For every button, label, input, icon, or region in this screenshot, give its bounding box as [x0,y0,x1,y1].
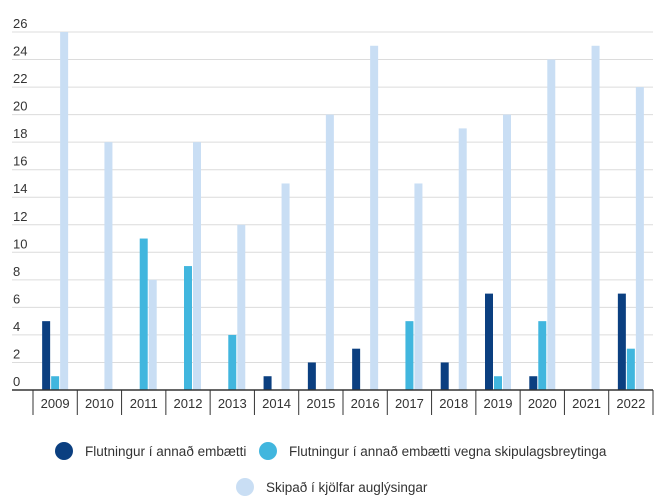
bar-series-3-2011 [148,279,157,390]
x-tick-label: 2022 [616,396,645,411]
bar-series-3-2016 [370,45,379,391]
bar-series-2-2013 [228,334,237,390]
y-tick-label: 14 [13,181,27,196]
x-tick-label: 2017 [395,396,424,411]
bar-series-2-2012 [184,266,192,390]
x-tick-label: 2010 [85,396,114,411]
x-axis: 2009 2010 2011 2012 2013 2014 2015 2016 2017 2018… [12,389,654,415]
legend-swatch-series-3 [236,478,254,496]
legend-label-series-2: Flutningur í annað embætti vegna skipula… [289,443,607,459]
bar-series-3-2020 [547,59,556,391]
x-tick-label: 2016 [351,396,380,411]
y-tick-label: 8 [13,264,20,279]
legend-swatch-series-2 [259,442,277,460]
x-tick-label: 2013 [218,396,247,411]
y-tick-label: 24 [13,44,27,59]
legend-label-series-3: Skipað í kjölfar auglýsingar [266,479,428,495]
y-tick-label: 26 [13,16,27,31]
y-tick-label: 18 [13,126,27,141]
bar-series-1-2015 [307,362,316,390]
y-tick-label: 16 [13,154,27,169]
legend-item-series-3: Skipað í kjölfar auglýsingar [236,478,427,496]
x-tick-label: 2014 [262,396,291,411]
bar-series-1-2019 [485,293,493,390]
bar-series-1-2009 [42,321,51,390]
bar-series-3-2019 [503,114,511,390]
legend-swatch-series-1 [55,442,73,460]
legend-item-series-1: Flutningur í annað embætti [55,442,246,460]
bar-series-1-2014 [263,376,272,390]
bar-series-3-2021 [591,45,600,391]
y-tick-label: 20 [13,99,27,114]
x-tick-label: 2011 [130,396,158,411]
x-tick-label: 2020 [528,396,557,411]
bars [42,32,644,391]
bar-series-2-2011 [139,238,148,390]
y-tick-label: 2 [13,346,20,361]
y-tick-label: 4 [13,319,20,334]
bar-series-1-2020 [529,376,538,390]
bar-series-1-2018 [440,362,449,390]
bar-series-3-2017 [414,183,423,390]
bar-series-1-2016 [352,348,361,390]
bar-series-2-2017 [405,321,414,390]
x-tick-label: 2009 [41,396,70,411]
legend-item-series-2: Flutningur í annað embætti vegna skipula… [259,442,606,460]
bar-series-2-2022 [626,348,635,390]
bar-series-3-2014 [281,183,290,390]
bar-series-2-2009 [51,376,60,390]
bar-series-3-2018 [458,128,467,390]
bar-series-3-2012 [193,142,201,390]
x-tick-label: 2015 [306,396,335,411]
y-tick-label: 6 [13,291,20,306]
bar-series-2-2019 [494,376,502,390]
x-tick-label: 2019 [484,396,513,411]
x-tick-label: 2012 [174,396,203,411]
bar-series-2-2020 [538,321,547,390]
y-tick-label: 10 [13,236,27,251]
legend: Flutningur í annað embætti Flutningur í … [0,430,671,502]
bar-series-3-2010 [104,142,113,390]
bar-series-3-2009 [60,32,69,390]
y-tick-label: 12 [13,209,27,224]
bar-series-1-2022 [617,293,626,390]
bar-series-3-2013 [237,224,246,390]
y-tick-label: 22 [13,71,27,86]
legend-label-series-1: Flutningur í annað embætti [85,443,247,459]
bar-series-3-2015 [325,114,334,390]
y-tick-label: 0 [13,374,20,389]
bar-series-3-2022 [635,87,644,391]
x-tick-label: 2018 [439,396,468,411]
x-tick-label: 2021 [572,396,601,411]
